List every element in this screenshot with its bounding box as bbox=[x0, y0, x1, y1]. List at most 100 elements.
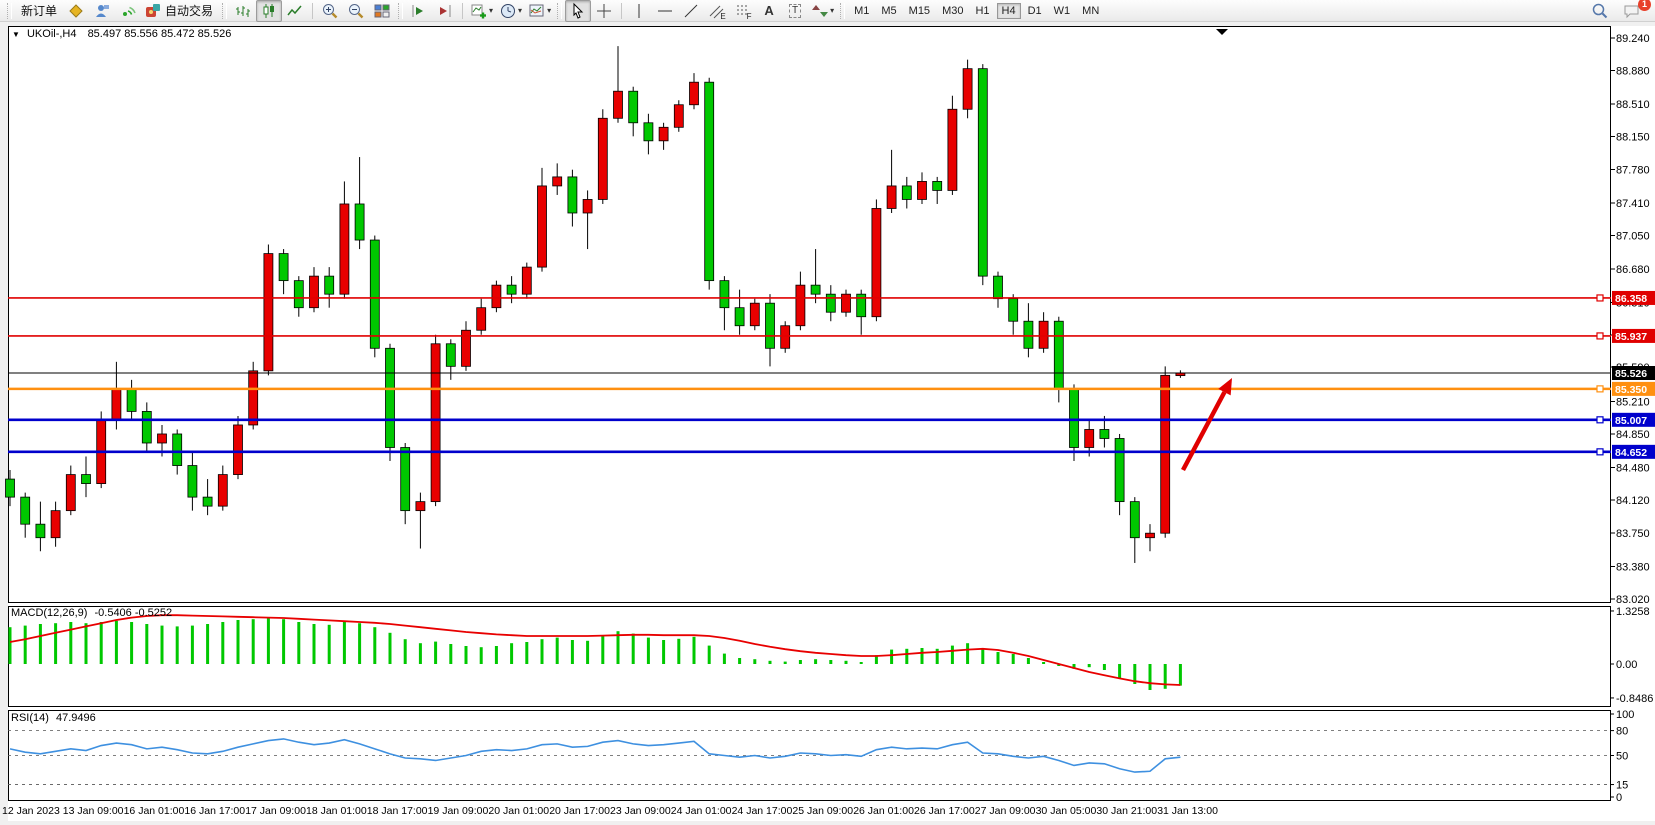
toolbar-separator bbox=[312, 2, 314, 19]
svg-text:88.510: 88.510 bbox=[1616, 99, 1650, 111]
svg-text:20 Jan 17:00: 20 Jan 17:00 bbox=[549, 805, 610, 817]
toolbar-grip[interactable] bbox=[840, 2, 846, 19]
horizontal-line-tool[interactable] bbox=[652, 0, 678, 22]
svg-text:24 Jan 17:00: 24 Jan 17:00 bbox=[732, 805, 793, 817]
auto-scroll-button[interactable] bbox=[406, 0, 432, 22]
auto-trading-label: 自动交易 bbox=[165, 4, 214, 18]
svg-text:26 Jan 01:00: 26 Jan 01:00 bbox=[853, 805, 914, 817]
new-order-button[interactable]: 新订单 bbox=[15, 0, 63, 22]
add-indicator-button[interactable]: ▾ bbox=[467, 0, 496, 22]
svg-text:16 Jan 17:00: 16 Jan 17:00 bbox=[184, 805, 245, 817]
svg-text:0.00: 0.00 bbox=[1616, 659, 1637, 671]
channel-letter: E bbox=[720, 11, 726, 21]
timeframe-m5[interactable]: M5 bbox=[881, 4, 897, 17]
svg-text:15: 15 bbox=[1616, 780, 1628, 792]
svg-text:12 Jan 2023: 12 Jan 2023 bbox=[2, 805, 60, 817]
tile-windows-button[interactable] bbox=[369, 0, 395, 22]
dropdown-caret[interactable]: ▾ bbox=[547, 6, 552, 15]
arrows-tool[interactable]: ▾ bbox=[808, 0, 837, 22]
svg-text:17 Jan 09:00: 17 Jan 09:00 bbox=[245, 805, 306, 817]
zoom-in-button[interactable] bbox=[317, 0, 343, 22]
toolbar-grip[interactable] bbox=[557, 2, 563, 19]
svg-text:13 Jan 09:00: 13 Jan 09:00 bbox=[63, 805, 124, 817]
svg-text:85.007: 85.007 bbox=[1615, 415, 1647, 427]
svg-text:89.240: 89.240 bbox=[1616, 33, 1650, 45]
svg-text:84.652: 84.652 bbox=[1615, 447, 1647, 459]
text-label-letter: T bbox=[789, 3, 802, 18]
dropdown-caret[interactable]: ▾ bbox=[830, 6, 835, 15]
timeframe-m30[interactable]: M30 bbox=[942, 4, 964, 17]
svg-text:18 Jan 01:00: 18 Jan 01:00 bbox=[306, 805, 367, 817]
periods-clock-button[interactable]: ▾ bbox=[496, 0, 525, 22]
text-tool[interactable]: A bbox=[756, 0, 782, 22]
svg-text:20 Jan 01:00: 20 Jan 01:00 bbox=[488, 805, 549, 817]
crosshair-tool-button[interactable] bbox=[591, 0, 617, 22]
timeframe-h4[interactable]: H4 bbox=[996, 2, 1021, 19]
svg-text:88.880: 88.880 bbox=[1616, 65, 1650, 77]
toolbar-separator bbox=[462, 2, 464, 19]
svg-text:24 Jan 01:00: 24 Jan 01:00 bbox=[671, 805, 732, 817]
notifications-button[interactable]: 1 bbox=[1619, 0, 1651, 22]
svg-text:85.350: 85.350 bbox=[1615, 384, 1647, 396]
line-chart-button[interactable] bbox=[282, 0, 308, 22]
toolbar-grip[interactable] bbox=[222, 2, 228, 19]
svg-text:84.480: 84.480 bbox=[1616, 462, 1650, 474]
svg-text:1.3258: 1.3258 bbox=[1616, 606, 1650, 618]
trendline-tool[interactable] bbox=[678, 0, 704, 22]
chart-canvas[interactable]: 89.240 88.880 88.510 88.150 87.780 87.410 87.0… bbox=[0, 22, 1655, 825]
toolbar-grip[interactable] bbox=[7, 2, 12, 19]
fibonacci-tool[interactable]: F bbox=[730, 0, 756, 22]
toolbar-grip[interactable] bbox=[398, 2, 404, 19]
svg-text:87.050: 87.050 bbox=[1616, 231, 1650, 243]
bar-chart-button[interactable] bbox=[230, 0, 256, 22]
gold-icon[interactable] bbox=[63, 0, 89, 22]
signal-icon[interactable] bbox=[115, 0, 141, 22]
svg-text:30 Jan 05:00: 30 Jan 05:00 bbox=[1036, 805, 1097, 817]
svg-text:85.210: 85.210 bbox=[1616, 397, 1650, 409]
timeframe-d1[interactable]: D1 bbox=[1027, 4, 1042, 17]
svg-text:80: 80 bbox=[1616, 726, 1628, 738]
svg-text:84.120: 84.120 bbox=[1616, 495, 1650, 507]
candlestick-chart-button[interactable] bbox=[256, 0, 283, 22]
collapse-marker-icon[interactable]: ▼ bbox=[12, 30, 20, 39]
svg-text:31 Jan 13:00: 31 Jan 13:00 bbox=[1157, 805, 1218, 817]
zoom-out-button[interactable] bbox=[343, 0, 369, 22]
dropdown-caret[interactable]: ▾ bbox=[489, 6, 494, 15]
svg-text:84.850: 84.850 bbox=[1616, 429, 1650, 441]
auto-trading-button[interactable]: 自动交易 bbox=[141, 0, 219, 22]
new-order-label: 新订单 bbox=[21, 4, 58, 18]
svg-text:83.020: 83.020 bbox=[1616, 594, 1650, 606]
svg-text:-0.8486: -0.8486 bbox=[1616, 693, 1653, 705]
chart-shift-button[interactable] bbox=[432, 0, 458, 22]
svg-text:83.380: 83.380 bbox=[1616, 562, 1650, 574]
svg-text:16 Jan 01:00: 16 Jan 01:00 bbox=[124, 805, 185, 817]
notification-badge: 1 bbox=[1638, 0, 1651, 11]
search-button[interactable] bbox=[1587, 0, 1613, 22]
svg-text:87.410: 87.410 bbox=[1616, 198, 1650, 210]
community-icon[interactable] bbox=[89, 0, 115, 22]
svg-text:85.526: 85.526 bbox=[1615, 368, 1647, 380]
channel-tool[interactable]: E bbox=[704, 0, 730, 22]
timeframe-h1[interactable]: H1 bbox=[975, 4, 990, 17]
svg-text:88.150: 88.150 bbox=[1616, 131, 1650, 143]
dropdown-caret[interactable]: ▾ bbox=[518, 6, 523, 15]
svg-text:50: 50 bbox=[1616, 751, 1628, 763]
timeframe-mn[interactable]: MN bbox=[1082, 4, 1100, 17]
timeframe-w1[interactable]: W1 bbox=[1053, 4, 1071, 17]
toolbar: 新订单 自动交易 bbox=[0, 0, 1655, 22]
cursor-tool-button[interactable] bbox=[565, 0, 592, 22]
vertical-line-tool[interactable] bbox=[626, 0, 652, 22]
text-label-tool[interactable]: T bbox=[782, 0, 808, 22]
svg-text:18 Jan 17:00: 18 Jan 17:00 bbox=[367, 805, 428, 817]
templates-button[interactable]: ▾ bbox=[525, 0, 554, 22]
timeframe-m15[interactable]: M15 bbox=[908, 4, 931, 17]
svg-text:27 Jan 09:00: 27 Jan 09:00 bbox=[975, 805, 1036, 817]
fibonacci-letter: F bbox=[746, 11, 752, 21]
timeframe-m1[interactable]: M1 bbox=[854, 4, 870, 17]
svg-text:19 Jan 09:00: 19 Jan 09:00 bbox=[428, 805, 489, 817]
text-tool-label: A bbox=[764, 3, 774, 18]
svg-text:83.750: 83.750 bbox=[1616, 528, 1650, 540]
svg-text:23 Jan 09:00: 23 Jan 09:00 bbox=[610, 805, 671, 817]
toolbar-separator bbox=[621, 2, 623, 19]
